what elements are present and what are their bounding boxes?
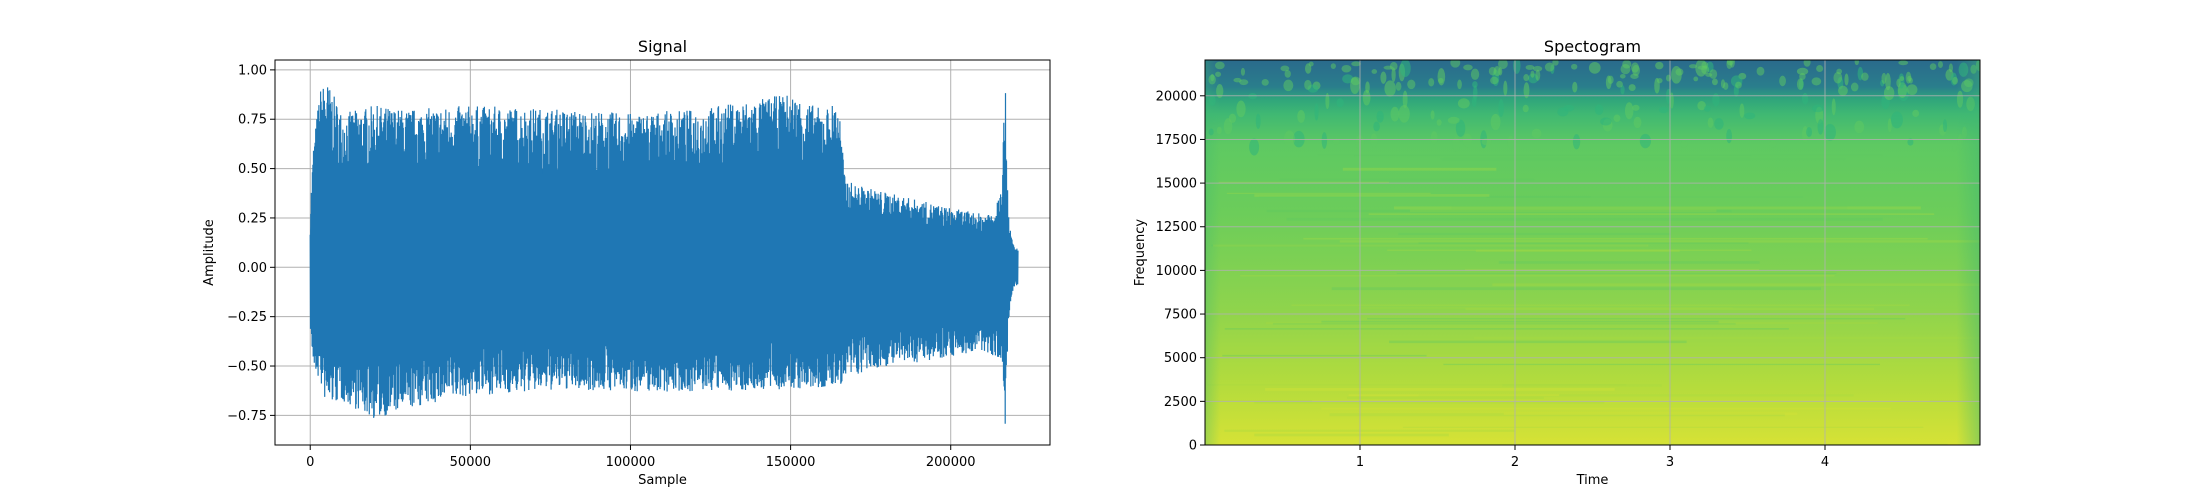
signal-ytick-label: −0.75 <box>227 409 267 424</box>
signal-ylabel: Amplitude <box>202 219 217 286</box>
spectrogram-ytick-label: 17500 <box>1156 133 1197 148</box>
spectrogram-x-ticks: 1 2 3 4 <box>1356 445 1829 470</box>
signal-xlabel: Sample <box>638 473 687 488</box>
signal-ytick-label: 0.00 <box>238 261 267 276</box>
signal-ytick-label: 0.25 <box>238 211 267 226</box>
spectrogram-edges <box>1205 60 1980 445</box>
spectrogram-ytick-label: 15000 <box>1156 177 1197 192</box>
signal-x-ticks: 0 50000 100000 150000 200000 <box>306 445 976 470</box>
spectrogram-xlabel: Time <box>1576 473 1609 488</box>
spectrogram-ytick-label: 7500 <box>1164 308 1197 323</box>
spectrogram-xtick-label: 4 <box>1821 455 1829 470</box>
spectrogram-ytick-label: 0 <box>1189 439 1197 454</box>
signal-xtick-label: 50000 <box>450 455 491 470</box>
spectrogram-y-ticks: 0 2500 5000 7500 10000 12500 15000 17500 20000 <box>1156 89 1205 454</box>
spectrogram-xtick-label: 3 <box>1666 455 1674 470</box>
spectrogram-ytick-label: 5000 <box>1164 351 1197 366</box>
signal-y-ticks: −0.75 −0.50 −0.25 0.00 0.25 0.50 0.75 1.00 <box>227 63 275 424</box>
signal-title: Signal <box>638 37 687 56</box>
signal-ytick-label: 1.00 <box>238 63 267 78</box>
spectrogram-image <box>1205 60 1980 445</box>
spectrogram-xtick-label: 1 <box>1356 455 1364 470</box>
signal-xtick-label: 150000 <box>766 455 816 470</box>
signal-axes: Signal 0 50000 100000 150000 200000 −0.75−0.… <box>202 37 1051 488</box>
signal-ytick-label: 0.75 <box>238 113 267 128</box>
spectrogram-frame <box>1204 59 1981 446</box>
signal-waveform <box>309 87 1019 424</box>
spectrogram-axes: Spectogram 1 2 3 4 0 2500 5000 7500 10000 12500 1… <box>1133 37 1981 488</box>
spectrogram-ytick-label: 20000 <box>1156 89 1197 104</box>
signal-ytick-label: 0.50 <box>238 162 267 177</box>
spectrogram-ytick-label: 10000 <box>1156 264 1197 279</box>
spectrogram-ytick-label: 12500 <box>1156 220 1197 235</box>
signal-frame <box>274 59 1051 446</box>
signal-xtick-label: 0 <box>306 455 314 470</box>
signal-xtick-label: 200000 <box>926 455 976 470</box>
signal-xtick-label: 100000 <box>606 455 656 470</box>
spectrogram-ylabel: Frequency <box>1133 219 1148 286</box>
signal-ytick-label: −0.25 <box>227 310 267 325</box>
spectrogram-xtick-label: 2 <box>1511 455 1519 470</box>
spectrogram-title: Spectogram <box>1544 37 1641 56</box>
signal-trace <box>309 87 1019 424</box>
signal-ytick-label: −0.50 <box>227 360 267 375</box>
spectrogram-ytick-label: 2500 <box>1164 395 1197 410</box>
